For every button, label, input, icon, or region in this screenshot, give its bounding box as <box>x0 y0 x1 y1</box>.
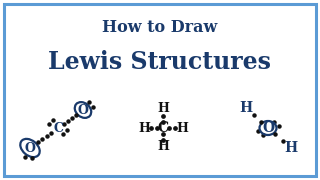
Text: O: O <box>77 103 88 116</box>
Text: Lewis Structures: Lewis Structures <box>49 50 271 74</box>
Text: H: H <box>176 122 188 134</box>
Text: H: H <box>157 141 169 154</box>
Text: O: O <box>262 121 274 135</box>
Text: H: H <box>239 101 252 115</box>
Text: H: H <box>157 102 169 116</box>
Text: How to Draw: How to Draw <box>102 19 218 37</box>
Text: H: H <box>284 141 298 155</box>
Text: C: C <box>53 122 63 134</box>
Text: O: O <box>25 141 36 154</box>
Text: C: C <box>157 121 169 135</box>
Text: H: H <box>138 122 150 134</box>
